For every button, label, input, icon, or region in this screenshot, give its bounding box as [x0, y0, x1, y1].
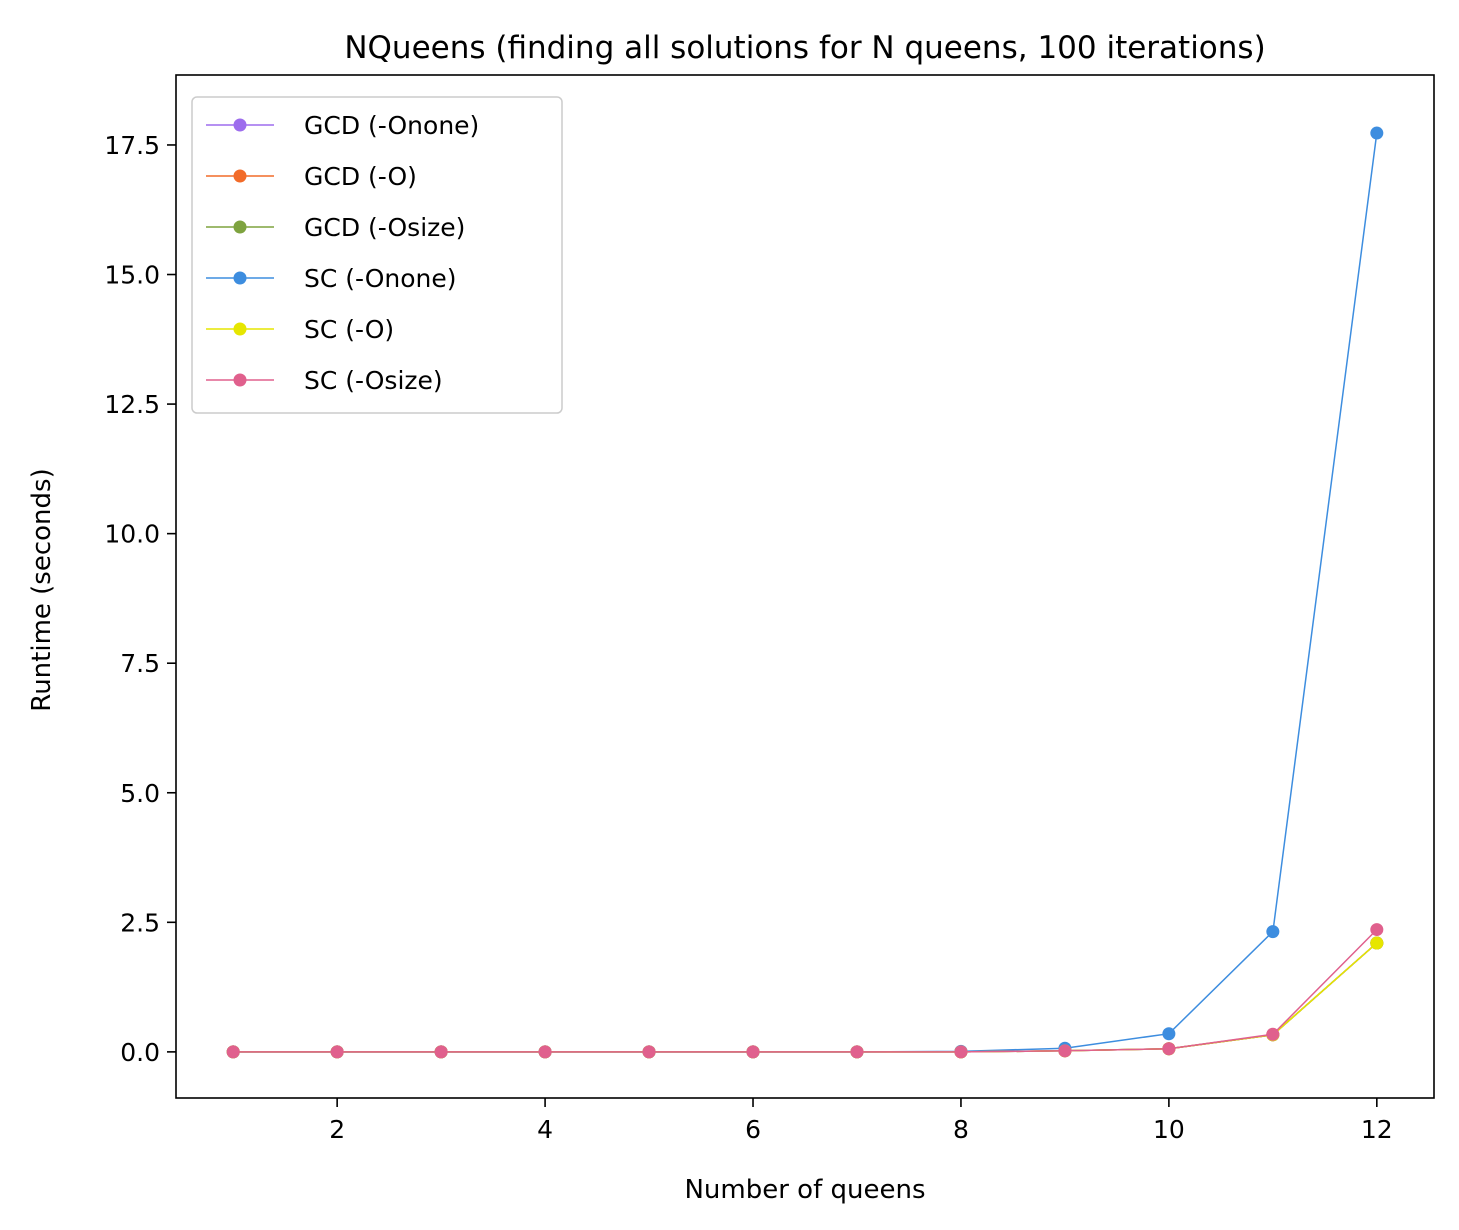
x-tick-label: 6	[745, 1115, 761, 1144]
legend-marker	[233, 373, 247, 387]
legend-item: GCD (-Osize)	[206, 213, 465, 242]
data-point	[1370, 126, 1384, 140]
y-axis-label: Runtime (seconds)	[27, 468, 57, 711]
y-tick-label: 17.5	[104, 131, 160, 160]
y-tick-label: 12.5	[104, 390, 160, 419]
x-tick-label: 12	[1361, 1115, 1393, 1144]
legend-label: GCD (-O)	[304, 162, 417, 191]
legend-marker	[233, 169, 247, 183]
chart-title: NQueens (finding all solutions for N que…	[344, 30, 1265, 66]
x-axis: 2 4 6 8 10 12	[329, 1098, 1393, 1144]
data-point	[642, 1045, 656, 1059]
series-1	[226, 936, 1384, 1059]
legend-item: GCD (-O)	[206, 162, 417, 191]
series-line	[233, 929, 1378, 1053]
y-tick-label: 0.0	[120, 1038, 160, 1067]
legend-box	[191, 96, 563, 414]
x-tick-label: 8	[953, 1115, 969, 1144]
x-tick-label: 2	[329, 1115, 345, 1144]
data-point	[954, 1045, 968, 1059]
y-tick-label: 2.5	[120, 908, 160, 937]
data-point	[746, 1045, 760, 1059]
y-tick-label: 7.5	[120, 649, 160, 678]
legend-item: GCD (-Onone)	[206, 111, 479, 140]
legend-label: SC (-Onone)	[304, 264, 457, 293]
data-point	[538, 1045, 552, 1059]
legend-marker	[233, 271, 247, 285]
data-point	[1266, 925, 1280, 939]
x-tick-label: 4	[537, 1115, 553, 1144]
legend-marker	[233, 118, 247, 132]
x-axis-label: Number of queens	[684, 1175, 925, 1205]
data-point	[1162, 1027, 1176, 1041]
legend-marker	[233, 322, 247, 336]
legend-item: SC (-Osize)	[206, 366, 443, 395]
legend: GCD (-Onone) GCD (-O) GCD (-Osize) SC (-Ono…	[191, 96, 563, 414]
legend-item: SC (-Onone)	[206, 264, 457, 293]
series-2	[226, 936, 1384, 1059]
data-point	[1370, 936, 1384, 950]
x-tick-label: 10	[1153, 1115, 1185, 1144]
y-axis: 0.0 2.5 5.0 7.5 10.0 12.5 15.0 17.5	[104, 131, 176, 1067]
y-tick-label: 5.0	[120, 779, 160, 808]
data-point	[1370, 923, 1384, 937]
data-point	[1058, 1044, 1072, 1058]
data-point	[330, 1045, 344, 1059]
plot-frame	[175, 74, 1435, 1099]
data-point	[850, 1045, 864, 1059]
y-tick-label: 15.0	[104, 261, 160, 290]
series-4	[226, 936, 1384, 1059]
data-point	[226, 1045, 240, 1059]
data-point	[1266, 1027, 1280, 1041]
series-0	[226, 936, 1384, 1059]
legend-item: SC (-O)	[206, 315, 394, 344]
series-layer	[226, 126, 1384, 1059]
data-point	[434, 1045, 448, 1059]
legend-label: SC (-Osize)	[304, 366, 443, 395]
data-point	[1162, 1042, 1176, 1056]
series-5	[226, 923, 1384, 1059]
legend-label: SC (-O)	[304, 315, 394, 344]
legend-label: GCD (-Onone)	[304, 111, 479, 140]
y-tick-label: 10.0	[104, 520, 160, 549]
legend-label: GCD (-Osize)	[304, 213, 465, 242]
legend-marker	[233, 220, 247, 234]
